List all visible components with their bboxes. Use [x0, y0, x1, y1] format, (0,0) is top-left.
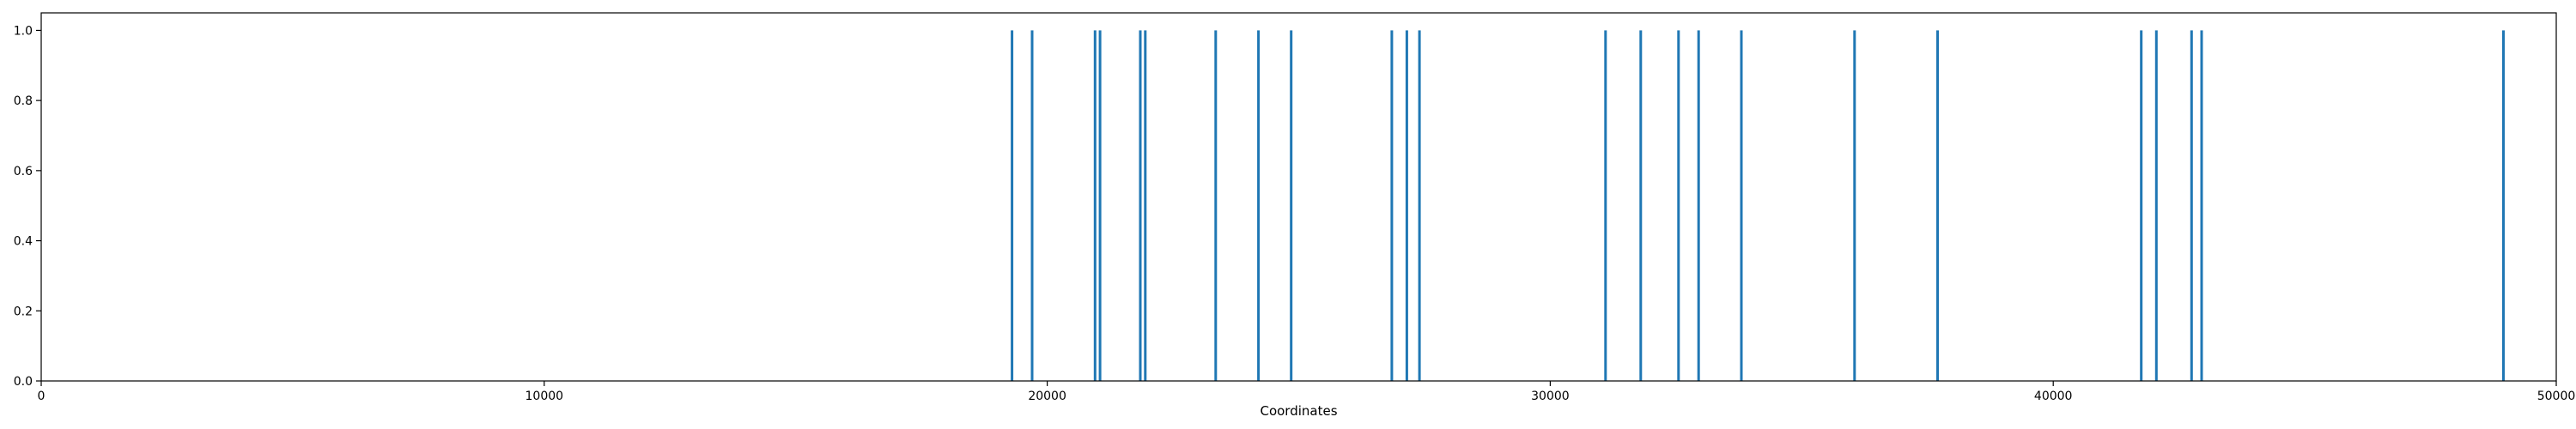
bar — [1936, 30, 1939, 382]
bar — [1214, 30, 1218, 382]
bar — [2154, 30, 2158, 382]
bar — [2140, 30, 2143, 382]
x-tick-label: 20000 — [1028, 390, 1066, 403]
bar — [1604, 30, 1607, 382]
bar — [1697, 30, 1700, 382]
x-tick-label: 50000 — [2537, 390, 2576, 403]
bar — [1390, 30, 1394, 382]
y-tick-label: 0.2 — [14, 305, 33, 318]
bar — [1139, 30, 1142, 382]
bar — [2190, 30, 2193, 382]
x-tick-label: 30000 — [1531, 390, 1570, 403]
bars-group — [1011, 30, 2505, 382]
bar — [1639, 30, 1643, 382]
bar — [1098, 30, 1102, 382]
y-tick-label: 1.0 — [14, 24, 33, 38]
bar — [1011, 30, 1014, 382]
bar — [2502, 30, 2505, 382]
bar — [1093, 30, 1097, 382]
bar — [1740, 30, 1743, 382]
x-tick-label: 10000 — [526, 390, 564, 403]
bar — [1677, 30, 1680, 382]
x-tick-label: 0 — [38, 390, 46, 403]
bar — [1418, 30, 1421, 382]
plot-background — [41, 13, 2556, 381]
y-axis-ticks: 0.0 0.2 0.4 0.6 0.8 1.0 — [14, 24, 41, 389]
bar — [1405, 30, 1408, 382]
bar — [1144, 30, 1147, 382]
bar — [1290, 30, 1293, 382]
x-axis-label: Coordinates — [1260, 403, 1337, 419]
x-axis-ticks: 0 10000 20000 30000 40000 50000 — [38, 381, 2576, 403]
bar — [1030, 30, 1034, 382]
bar — [2200, 30, 2203, 382]
plot-frame — [40, 12, 2557, 382]
y-tick-label: 0.4 — [14, 235, 33, 249]
bar — [1853, 30, 1856, 382]
x-tick-label: 40000 — [2034, 390, 2073, 403]
bar — [1257, 30, 1261, 382]
y-tick-label: 0.6 — [14, 165, 33, 178]
y-tick-label: 0.0 — [14, 375, 33, 389]
y-tick-label: 0.8 — [14, 94, 33, 108]
